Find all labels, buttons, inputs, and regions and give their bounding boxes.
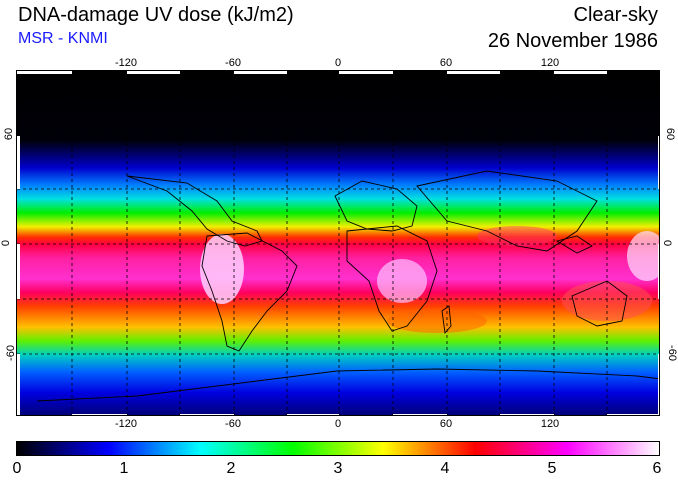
color-scale-label: 5 [547,460,557,477]
map-canvas [17,71,659,415]
coastlines [36,170,659,402]
pacific-hotspot [627,231,659,281]
antarctica-coast [36,368,659,402]
color-scale-bar [16,441,660,456]
indonesia-coast [555,235,593,254]
sky-condition-label: Clear-sky [573,4,658,26]
frame-ticks [17,71,659,415]
color-scale-label: 1 [119,460,129,477]
lat-tick-right: -60 [665,345,678,361]
indian-ocean-band [477,226,557,246]
europe-coast [334,180,418,232]
south-indian-ocean-band [387,309,487,333]
lon-tick-bottom: 60 [439,418,453,430]
lon-tick-bottom: 120 [540,418,560,430]
source-label: MSR - KNMI [18,30,108,47]
color-scale-label: 4 [440,460,450,477]
lat-tick-left: 60 [3,127,16,141]
lon-tick-bottom: -60 [225,418,241,430]
color-scale-label: 0 [12,460,22,477]
andes-hotspot [200,234,244,304]
lon-tick-top: 60 [439,57,453,69]
lon-tick-top: 0 [334,57,342,69]
south-america-coast [201,232,298,352]
date-label: 26 November 1986 [487,30,658,52]
lon-tick-bottom: 0 [334,418,342,430]
lat-tick-left: 0 [0,239,13,247]
lon-tick-top: 120 [540,57,560,69]
lon-tick-bottom: -120 [114,418,138,430]
africa-coast [346,225,438,332]
map-title: DNA-damage UV dose (kJ/m2) [18,4,294,26]
asia-coast [416,170,598,252]
lon-tick-top: -120 [114,57,138,69]
lon-tick-top: -60 [225,57,241,69]
north-america-coast [126,175,263,247]
graticule [17,71,659,415]
africa-hotspot [377,259,427,303]
lat-tick-right: 0 [661,239,674,247]
color-scale-label: 2 [226,460,236,477]
color-scale-label: 6 [652,460,662,477]
lat-tick-right: 60 [664,127,677,141]
uv-dose-map [16,70,660,416]
uv-field [17,71,659,415]
color-scale-label: 3 [333,460,343,477]
